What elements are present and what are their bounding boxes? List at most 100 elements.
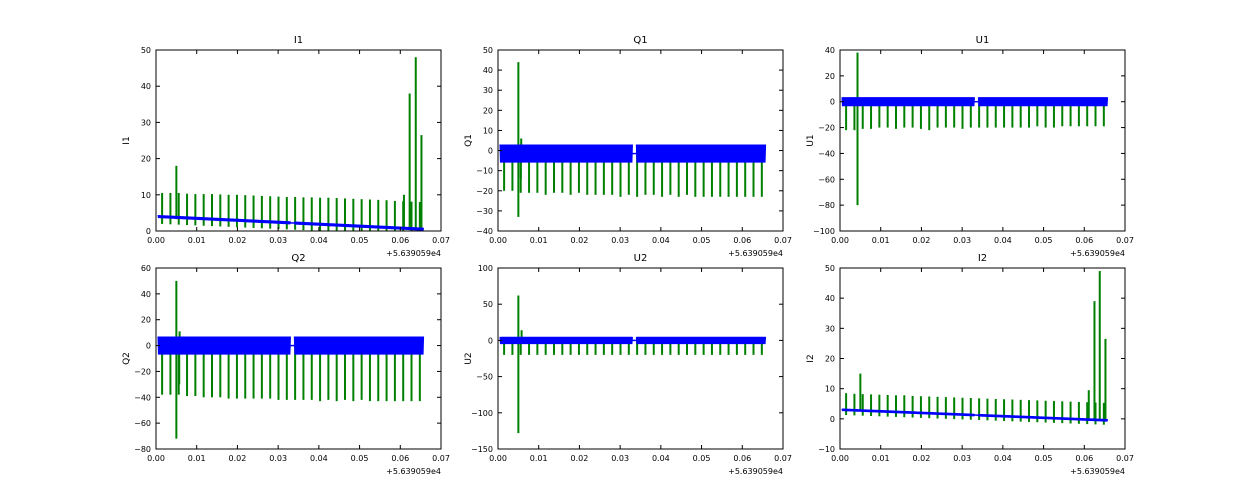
x-tick-label: 0.00 — [489, 236, 507, 245]
y-tick-label: 10 — [825, 385, 835, 394]
x-tick-label: 0.03 — [953, 454, 971, 463]
y-axis-label: I2 — [806, 354, 816, 362]
x-tick-label: 0.04 — [310, 236, 328, 245]
y-tick-label: −150 — [471, 445, 493, 454]
x-tick-label: 0.05 — [1035, 236, 1053, 245]
y-tick-label: 20 — [825, 355, 835, 364]
x-offset-label: +5.639059e4 — [386, 467, 441, 476]
plot-area — [840, 50, 1125, 231]
x-tick-label: 0.01 — [530, 236, 548, 245]
x-tick-label: 0.05 — [1035, 454, 1053, 463]
y-tick-label: 20 — [825, 72, 835, 81]
y-tick-label: 0 — [488, 147, 493, 156]
chart-title: Q1 — [633, 35, 647, 46]
y-tick-label: 30 — [825, 324, 835, 333]
y-tick-label: −30 — [476, 207, 493, 216]
blue-series-segment — [499, 336, 633, 345]
x-tick-label: 0.03 — [953, 236, 971, 245]
chart-title: I1 — [294, 35, 303, 46]
axes-frame — [155, 267, 442, 450]
blue-series-segment — [841, 97, 975, 107]
x-tick-label: 0.06 — [733, 454, 751, 463]
x-tick-label: 0.04 — [994, 236, 1012, 245]
x-tick-label: 0.06 — [1075, 236, 1093, 245]
y-tick-label: 30 — [483, 86, 493, 95]
y-tick-label: 100 — [478, 264, 493, 273]
y-tick-label: 50 — [483, 46, 493, 55]
y-tick-label: 60 — [141, 264, 151, 273]
panel-i1: 0.00 0.01 0.02 0.03 0.04 0.05 0.06 0.07 0 10 20 30 4… — [122, 35, 450, 258]
y-tick-label: 20 — [141, 316, 151, 325]
x-tick-label: 0.07 — [1116, 454, 1134, 463]
blue-series-segment — [841, 408, 975, 417]
y-tick-label: −100 — [471, 409, 493, 418]
y-tick-label: −40 — [818, 149, 835, 158]
y-tick-label: 0 — [146, 227, 151, 236]
x-tick-label: 0.06 — [391, 236, 409, 245]
x-offset-label: +5.639059e4 — [1070, 467, 1125, 476]
x-tick-label: 0.04 — [652, 236, 670, 245]
y-tick-label: 20 — [483, 106, 493, 115]
y-tick-label: 40 — [141, 82, 151, 91]
axes-frame — [155, 49, 442, 232]
chart-title: I2 — [978, 253, 987, 264]
y-tick-label: −80 — [818, 201, 835, 210]
y-tick-label: −100 — [813, 227, 835, 236]
x-tick-label: 0.03 — [611, 236, 629, 245]
y-tick-label: −60 — [134, 419, 151, 428]
x-tick-label: 0.07 — [432, 236, 450, 245]
x-offset-label: +5.639059e4 — [1070, 249, 1125, 258]
blue-series-segment — [293, 221, 425, 231]
y-tick-label: −20 — [818, 124, 835, 133]
x-tick-label: 0.00 — [147, 236, 165, 245]
y-tick-label: 40 — [825, 294, 835, 303]
y-tick-label: −10 — [818, 445, 835, 454]
axes-frame — [839, 49, 1126, 232]
y-tick-label: 20 — [141, 155, 151, 164]
x-tick-label: 0.04 — [652, 454, 670, 463]
x-tick-label: 0.02 — [571, 454, 589, 463]
x-tick-label: 0.06 — [733, 236, 751, 245]
data-layer — [499, 295, 767, 434]
y-tick-label: 40 — [141, 290, 151, 299]
x-tick-label: 0.00 — [147, 454, 165, 463]
x-tick-label: 0.02 — [571, 236, 589, 245]
y-axis-label: Q2 — [122, 352, 132, 365]
x-tick-label: 0.04 — [994, 454, 1012, 463]
x-tick-label: 0.00 — [831, 454, 849, 463]
blue-series-segment — [635, 336, 767, 345]
panel-i2: 0.00 0.01 0.02 0.03 0.04 0.05 0.06 0.07 −10 0 10 20… — [806, 253, 1134, 476]
y-tick-label: −40 — [134, 393, 151, 402]
x-tick-label: 0.01 — [872, 454, 890, 463]
x-tick-label: 0.00 — [831, 236, 849, 245]
x-tick-label: 0.00 — [489, 454, 507, 463]
x-tick-label: 0.01 — [188, 236, 206, 245]
data-layer — [157, 57, 425, 231]
data-layer — [157, 280, 425, 439]
y-tick-label: 50 — [483, 300, 493, 309]
x-tick-label: 0.02 — [913, 454, 931, 463]
axes-frame — [497, 49, 784, 232]
chart-title: U1 — [976, 35, 990, 46]
y-tick-label: 0 — [146, 342, 151, 351]
x-tick-label: 0.05 — [351, 236, 369, 245]
plot-area — [498, 268, 783, 449]
x-offset-label: +5.639059e4 — [728, 467, 783, 476]
axes-frame — [497, 267, 784, 450]
panel-q1: 0.00 0.01 0.02 0.03 0.04 0.05 0.06 0.07 −40 −30 −2… — [464, 35, 792, 258]
x-tick-label: 0.02 — [229, 236, 247, 245]
y-tick-label: −20 — [134, 367, 151, 376]
y-tick-label: 0 — [488, 336, 493, 345]
x-tick-label: 0.02 — [229, 454, 247, 463]
y-tick-label: −60 — [818, 175, 835, 184]
blue-series-segment — [977, 413, 1109, 422]
y-tick-label: 40 — [825, 46, 835, 55]
y-tick-label: −10 — [476, 167, 493, 176]
x-tick-label: 0.07 — [774, 454, 792, 463]
x-tick-label: 0.07 — [432, 454, 450, 463]
y-tick-label: 40 — [483, 66, 493, 75]
x-tick-label: 0.01 — [530, 454, 548, 463]
x-tick-label: 0.06 — [1075, 454, 1093, 463]
y-tick-label: 50 — [141, 46, 151, 55]
